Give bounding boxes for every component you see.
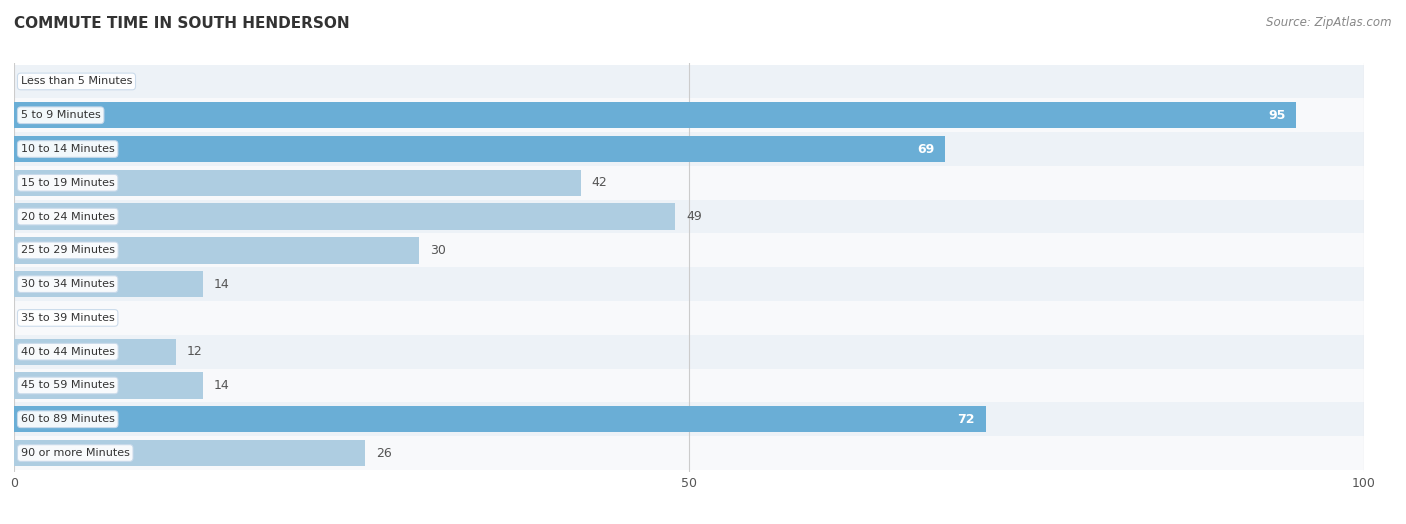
Bar	[14, 372, 202, 399]
Bar	[14, 237, 419, 264]
Bar	[14, 271, 202, 297]
Bar	[14, 132, 1364, 166]
Bar	[14, 436, 1364, 470]
Text: Less than 5 Minutes: Less than 5 Minutes	[21, 77, 132, 86]
Bar	[14, 339, 176, 365]
Text: 25 to 29 Minutes: 25 to 29 Minutes	[21, 245, 115, 255]
Text: 0: 0	[25, 75, 32, 88]
Bar	[14, 102, 1296, 128]
Bar	[14, 267, 1364, 301]
Text: 15 to 19 Minutes: 15 to 19 Minutes	[21, 178, 114, 188]
Text: 42: 42	[592, 176, 607, 189]
Bar	[14, 166, 1364, 200]
Bar	[14, 203, 675, 230]
Text: 60 to 89 Minutes: 60 to 89 Minutes	[21, 414, 115, 424]
Text: 30: 30	[430, 244, 446, 257]
Text: 90 or more Minutes: 90 or more Minutes	[21, 448, 129, 458]
Text: 95: 95	[1268, 109, 1285, 122]
Text: 40 to 44 Minutes: 40 to 44 Minutes	[21, 347, 115, 357]
Bar	[14, 402, 1364, 436]
Bar	[14, 368, 1364, 402]
Text: 14: 14	[214, 278, 229, 291]
Bar	[14, 406, 986, 432]
Bar	[14, 301, 1364, 335]
Bar	[14, 99, 1364, 132]
Bar	[14, 200, 1364, 234]
Text: 72: 72	[957, 413, 976, 425]
Bar	[14, 234, 1364, 267]
Text: 30 to 34 Minutes: 30 to 34 Minutes	[21, 279, 114, 289]
Text: 49: 49	[686, 210, 702, 223]
Bar	[14, 64, 1364, 99]
Text: 45 to 59 Minutes: 45 to 59 Minutes	[21, 380, 115, 390]
Text: 10 to 14 Minutes: 10 to 14 Minutes	[21, 144, 114, 154]
Bar	[14, 335, 1364, 368]
Bar	[14, 440, 366, 466]
Text: COMMUTE TIME IN SOUTH HENDERSON: COMMUTE TIME IN SOUTH HENDERSON	[14, 16, 350, 31]
Text: 12: 12	[187, 345, 202, 358]
Text: Source: ZipAtlas.com: Source: ZipAtlas.com	[1267, 16, 1392, 29]
Text: 69: 69	[917, 143, 935, 156]
Text: 0: 0	[25, 311, 32, 324]
Bar	[14, 136, 945, 162]
Text: 26: 26	[375, 446, 391, 460]
Text: 14: 14	[214, 379, 229, 392]
Text: 5 to 9 Minutes: 5 to 9 Minutes	[21, 110, 101, 120]
Text: 35 to 39 Minutes: 35 to 39 Minutes	[21, 313, 114, 323]
Text: 20 to 24 Minutes: 20 to 24 Minutes	[21, 212, 115, 222]
Bar	[14, 170, 581, 196]
